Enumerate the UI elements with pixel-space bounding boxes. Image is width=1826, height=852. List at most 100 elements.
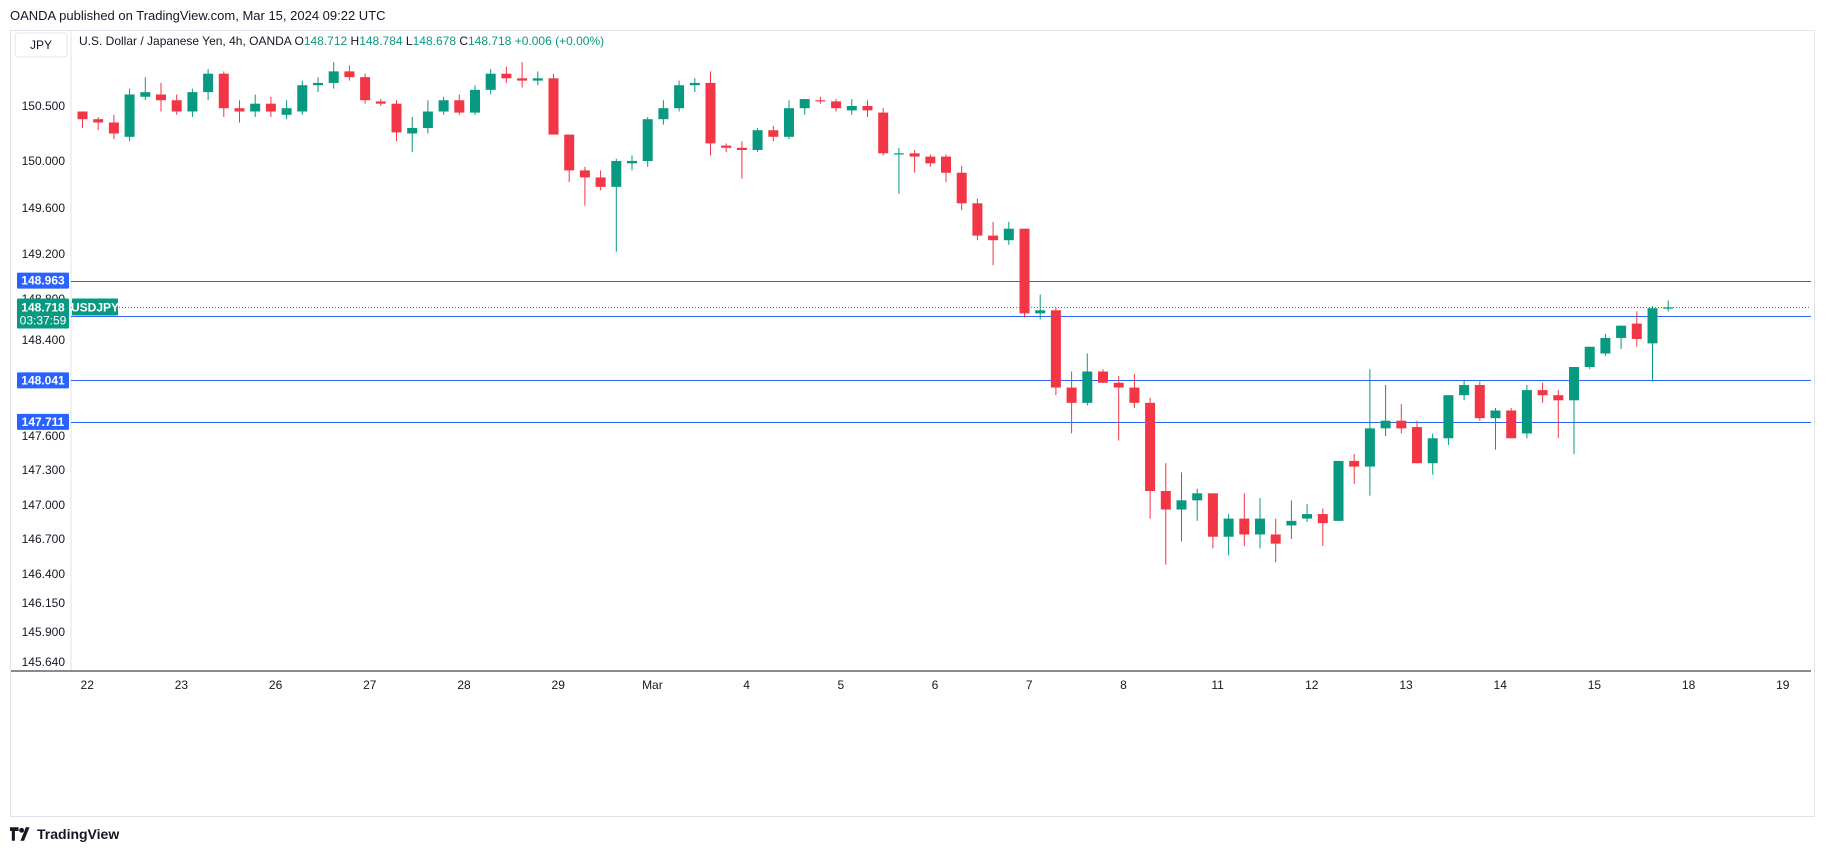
- candle-body[interactable]: [532, 78, 543, 81]
- candle-body[interactable]: [1255, 518, 1265, 535]
- candle-body[interactable]: [1223, 518, 1234, 537]
- candle-body[interactable]: [171, 100, 182, 112]
- candle-body[interactable]: [941, 156, 951, 173]
- candle-body[interactable]: [1082, 371, 1093, 403]
- candle-body[interactable]: [187, 92, 198, 112]
- candle-body[interactable]: [1616, 325, 1627, 338]
- candle-body[interactable]: [1129, 387, 1140, 403]
- candle-body[interactable]: [862, 106, 873, 111]
- candle-body[interactable]: [1333, 460, 1344, 521]
- candle-body[interactable]: [1663, 307, 1674, 309]
- candle-body[interactable]: [391, 103, 402, 133]
- candle-body[interactable]: [752, 130, 763, 150]
- candle-body[interactable]: [234, 108, 245, 112]
- candle-body[interactable]: [925, 156, 936, 164]
- candle-body[interactable]: [470, 89, 480, 113]
- candle-body[interactable]: [281, 108, 292, 115]
- candle-body[interactable]: [1647, 308, 1658, 344]
- candle-body[interactable]: [1160, 491, 1171, 510]
- candle-body[interactable]: [1066, 387, 1077, 403]
- candle-body[interactable]: [1364, 428, 1375, 467]
- candle-body[interactable]: [642, 119, 653, 161]
- candle-body[interactable]: [784, 108, 794, 137]
- candle-body[interactable]: [1443, 395, 1454, 439]
- candle-body[interactable]: [1286, 520, 1297, 526]
- candle-body[interactable]: [1396, 420, 1407, 429]
- candle-body[interactable]: [548, 78, 559, 135]
- candle-body[interactable]: [972, 203, 983, 236]
- candle-body[interactable]: [627, 161, 637, 164]
- candle-body[interactable]: [517, 78, 528, 81]
- candle-body[interactable]: [1584, 346, 1595, 367]
- candle-body[interactable]: [674, 85, 685, 109]
- candle-body[interactable]: [265, 103, 276, 112]
- candle-body[interactable]: [909, 153, 920, 157]
- candle-body[interactable]: [831, 101, 842, 109]
- candle-body[interactable]: [1490, 410, 1501, 419]
- candle-body[interactable]: [721, 145, 732, 148]
- candle-body[interactable]: [595, 177, 606, 187]
- candle-body[interactable]: [218, 73, 229, 109]
- candle-body[interactable]: [1035, 310, 1046, 314]
- candle-body[interactable]: [1176, 500, 1187, 510]
- candle-body[interactable]: [1207, 493, 1218, 537]
- candle-body[interactable]: [1145, 402, 1156, 491]
- candle-body[interactable]: [328, 71, 339, 83]
- candle-body[interactable]: [1380, 420, 1391, 429]
- candle-body[interactable]: [297, 85, 308, 112]
- candle-body[interactable]: [1553, 395, 1564, 401]
- candle-body[interactable]: [705, 82, 716, 144]
- candle-body[interactable]: [1474, 385, 1485, 419]
- candle-body[interactable]: [611, 161, 622, 187]
- candle-body[interactable]: [1270, 534, 1281, 544]
- candle-body[interactable]: [454, 100, 465, 113]
- candle-body[interactable]: [1239, 518, 1250, 535]
- candle-body[interactable]: [768, 130, 779, 137]
- candle-body[interactable]: [360, 77, 371, 101]
- candle-body[interactable]: [799, 99, 810, 109]
- candle-body[interactable]: [1459, 385, 1470, 396]
- currency-box[interactable]: [14, 32, 68, 58]
- candle-body[interactable]: [1600, 337, 1611, 354]
- candle-body[interactable]: [878, 112, 889, 154]
- candle-body[interactable]: [140, 92, 151, 97]
- candle-body[interactable]: [564, 134, 575, 171]
- candle-body[interactable]: [1019, 228, 1030, 314]
- candle-body[interactable]: [156, 94, 166, 101]
- candle-body[interactable]: [815, 100, 826, 102]
- candle-body[interactable]: [1506, 410, 1517, 439]
- candle-body[interactable]: [736, 147, 747, 150]
- candle-body[interactable]: [579, 170, 590, 178]
- candle-body[interactable]: [485, 73, 496, 90]
- candle-body[interactable]: [846, 106, 857, 111]
- candle-body[interactable]: [93, 119, 104, 123]
- candle-body[interactable]: [1412, 427, 1422, 464]
- candle-body[interactable]: [108, 122, 119, 134]
- candle-body[interactable]: [77, 111, 88, 120]
- candle-body[interactable]: [203, 73, 214, 93]
- candle-body[interactable]: [689, 82, 700, 86]
- candle-body[interactable]: [1521, 390, 1532, 434]
- candle-body[interactable]: [438, 100, 449, 112]
- candle-body[interactable]: [313, 82, 323, 86]
- candle-body[interactable]: [407, 128, 418, 134]
- tradingview-footer[interactable]: TradingView: [10, 825, 119, 843]
- candle-body[interactable]: [658, 108, 669, 120]
- candle-body[interactable]: [1317, 514, 1328, 524]
- candle-body[interactable]: [1050, 310, 1061, 388]
- candle-body[interactable]: [956, 172, 967, 204]
- candle-body[interactable]: [1569, 367, 1579, 401]
- candle-body[interactable]: [344, 71, 355, 78]
- candle-body[interactable]: [1098, 371, 1108, 383]
- candlestick-chart[interactable]: 150.500150.000149.600149.200148.800148.4…: [11, 31, 1814, 816]
- candle-body[interactable]: [375, 101, 386, 104]
- candle-body[interactable]: [1349, 460, 1360, 467]
- candle-body[interactable]: [124, 94, 135, 137]
- candle-body[interactable]: [988, 235, 999, 241]
- candle-body[interactable]: [1302, 514, 1313, 519]
- candle-body[interactable]: [1427, 438, 1438, 464]
- candle-body[interactable]: [1003, 228, 1014, 241]
- candle-body[interactable]: [1537, 390, 1548, 396]
- candle-body[interactable]: [250, 103, 261, 112]
- candle-body[interactable]: [893, 153, 904, 155]
